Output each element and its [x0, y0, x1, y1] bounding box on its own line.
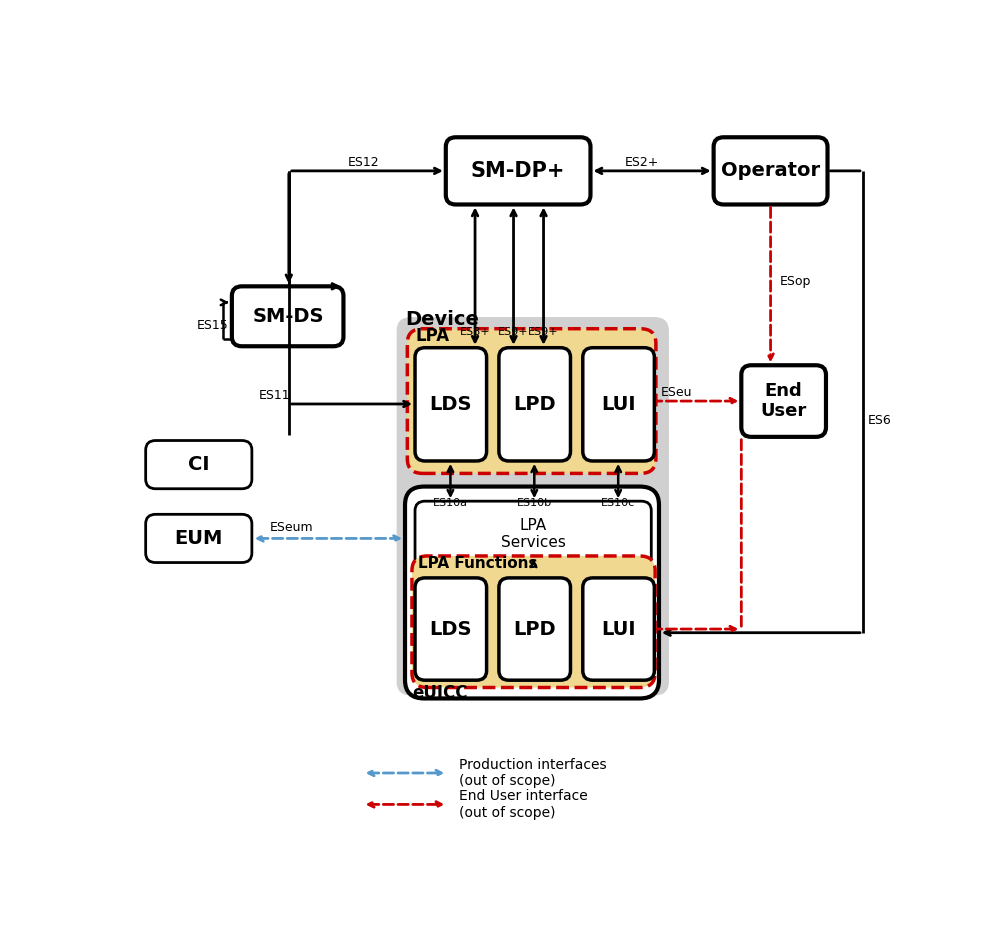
- Text: ES9+: ES9+: [498, 327, 529, 338]
- FancyBboxPatch shape: [415, 578, 487, 680]
- FancyBboxPatch shape: [146, 514, 252, 563]
- Text: ES8+: ES8+: [460, 327, 491, 338]
- Text: LDS: LDS: [430, 395, 472, 414]
- Text: SM-DP+: SM-DP+: [471, 161, 565, 181]
- FancyBboxPatch shape: [405, 487, 659, 698]
- Text: End User interface
(out of scope): End User interface (out of scope): [459, 790, 588, 820]
- FancyBboxPatch shape: [397, 318, 668, 695]
- Text: ES2+: ES2+: [625, 156, 659, 169]
- Text: ES15: ES15: [198, 319, 229, 332]
- Text: LPA Functions: LPA Functions: [418, 556, 537, 570]
- FancyBboxPatch shape: [498, 347, 570, 461]
- Text: ES6: ES6: [868, 415, 892, 427]
- Text: ESop: ESop: [780, 275, 811, 288]
- FancyBboxPatch shape: [714, 138, 827, 204]
- FancyBboxPatch shape: [446, 138, 591, 204]
- Text: Device: Device: [405, 310, 479, 329]
- Text: LPD: LPD: [513, 395, 556, 414]
- Text: SM-DS: SM-DS: [252, 307, 324, 326]
- Text: LUI: LUI: [602, 620, 636, 639]
- FancyBboxPatch shape: [415, 501, 651, 567]
- Text: ES10c: ES10c: [601, 497, 636, 508]
- Text: ES10a: ES10a: [433, 497, 468, 508]
- Text: ES11: ES11: [259, 389, 290, 401]
- Text: LPA
Services: LPA Services: [501, 518, 566, 550]
- Text: EUM: EUM: [175, 529, 223, 548]
- Text: ES12: ES12: [348, 156, 379, 169]
- Text: ESeu: ESeu: [661, 386, 692, 399]
- Text: Production interfaces
(out of scope): Production interfaces (out of scope): [459, 758, 607, 788]
- Text: Operator: Operator: [721, 161, 820, 180]
- Text: eUICC: eUICC: [413, 683, 469, 701]
- Text: LDS: LDS: [430, 620, 472, 639]
- Text: CI: CI: [188, 456, 210, 474]
- Text: LPD: LPD: [513, 620, 556, 639]
- Text: LUI: LUI: [602, 395, 636, 414]
- FancyBboxPatch shape: [412, 556, 655, 687]
- Text: End
User: End User: [761, 381, 806, 420]
- Text: ES9+: ES9+: [528, 327, 559, 338]
- FancyBboxPatch shape: [583, 578, 654, 680]
- FancyBboxPatch shape: [498, 578, 570, 680]
- Text: ES10b: ES10b: [516, 497, 552, 508]
- Text: LPA: LPA: [415, 327, 449, 345]
- FancyBboxPatch shape: [407, 328, 656, 474]
- FancyBboxPatch shape: [146, 440, 252, 489]
- FancyBboxPatch shape: [231, 287, 344, 346]
- FancyBboxPatch shape: [415, 347, 487, 461]
- FancyBboxPatch shape: [742, 365, 826, 437]
- FancyBboxPatch shape: [583, 347, 654, 461]
- Text: ESeum: ESeum: [270, 521, 314, 534]
